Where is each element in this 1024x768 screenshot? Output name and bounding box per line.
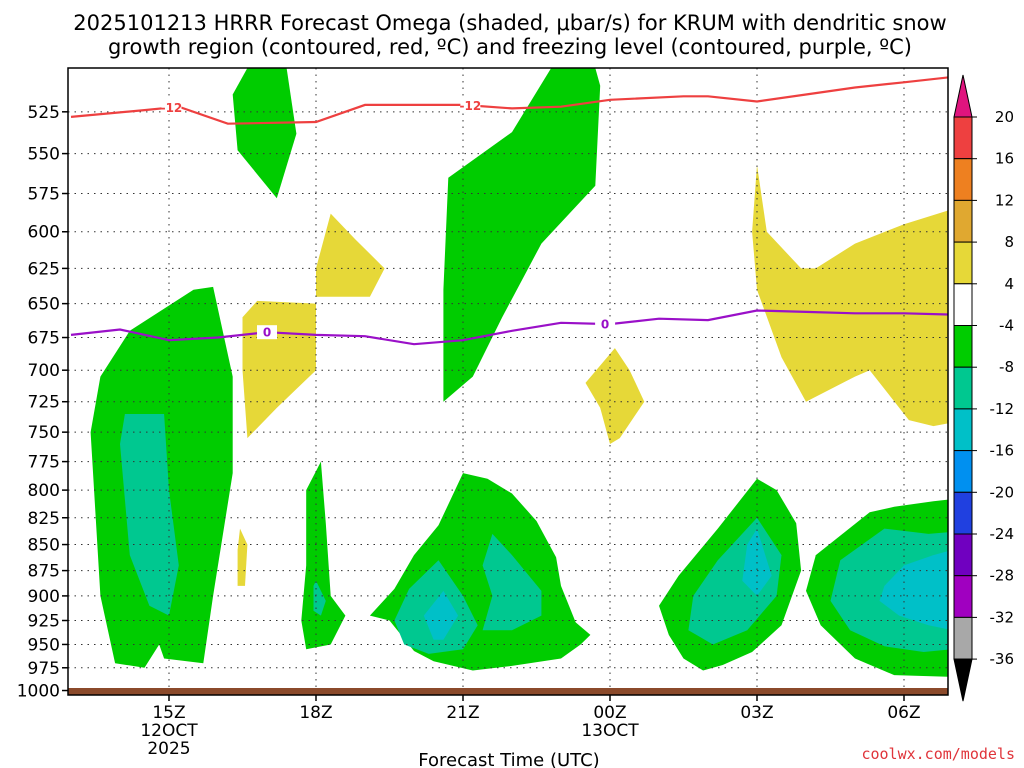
colorbar-segment xyxy=(953,575,973,618)
plot-frame xyxy=(67,67,949,696)
y-tick-label: 975 xyxy=(28,659,60,679)
colorbar-label: 4 xyxy=(1004,275,1014,293)
x-tick-label: 00Z xyxy=(593,703,626,723)
colorbar: 20 16 12 8 4 -4 -8 -12 -16 -20 -24 -28 -32 -36 xyxy=(953,74,1015,702)
omega-region-3 xyxy=(301,461,346,650)
y-tick-label: 550 xyxy=(28,145,60,165)
x-tick-date-label: 12OCT xyxy=(140,721,198,741)
colorbar-label: -36 xyxy=(990,650,1015,668)
chart-title-line1: 2025101213 HRRR Forecast Omega (shaded, … xyxy=(73,11,946,35)
omega-region-9 xyxy=(423,590,459,640)
x-tick-year-label: 2025 xyxy=(147,739,190,759)
colorbar-segment xyxy=(953,450,973,493)
colorbar-label: 16 xyxy=(995,150,1014,168)
colorbar-label: 8 xyxy=(1004,233,1014,251)
freezing-level-contour-label: 0 xyxy=(601,317,609,331)
x-axis-label: Forecast Time (UTC) xyxy=(418,750,599,768)
y-tick-label: 750 xyxy=(28,423,60,443)
credit-text: coolwx.com/models xyxy=(861,745,1015,763)
y-tick-label: 850 xyxy=(28,536,60,556)
omega-shading xyxy=(90,68,948,677)
colorbar-label: -28 xyxy=(990,567,1015,585)
dgz-contour-label-bg xyxy=(460,98,481,113)
colorbar-label: -20 xyxy=(990,483,1015,501)
omega-region-7 xyxy=(482,533,542,631)
x-tick-label: 18Z xyxy=(299,703,332,723)
dgz-contour-label-bg xyxy=(161,100,182,115)
freezing-level-contour-line xyxy=(70,309,948,346)
y-tick-label: 650 xyxy=(28,295,60,315)
colorbar-label: -24 xyxy=(990,525,1015,543)
colorbar-segment xyxy=(953,116,973,160)
colorbar-label: -32 xyxy=(990,608,1015,626)
y-tick-label: 875 xyxy=(28,562,60,582)
y-tick-label: 575 xyxy=(28,185,60,205)
colorbar-segment xyxy=(953,283,973,326)
omega-region-15 xyxy=(879,551,948,630)
y-tick-label: 675 xyxy=(28,329,60,349)
colorbar-segment xyxy=(953,408,973,452)
dgz-contour-label: -12 xyxy=(460,99,482,113)
grid-lines xyxy=(68,68,948,695)
omega-region-5 xyxy=(443,68,601,402)
omega-region-4 xyxy=(313,580,326,616)
y-tick-label: 625 xyxy=(28,259,60,279)
chart-title-line2: growth region (contoured, red, ºC) and f… xyxy=(108,35,912,59)
x-tick-label: 03Z xyxy=(740,703,773,723)
y-tick-label: 700 xyxy=(28,361,60,381)
ground-surface xyxy=(68,688,948,695)
x-tick-date-label: 13OCT xyxy=(581,721,639,741)
colorbar-segment xyxy=(953,199,973,243)
plot-area: -12 -12 0 0 xyxy=(68,68,948,695)
y-tick-label: 950 xyxy=(28,635,60,655)
x-tick-label: 15Z xyxy=(152,703,185,723)
x-tick-label: 21Z xyxy=(446,703,479,723)
freezing-level-contour-label-bg xyxy=(595,316,616,331)
y-tick-label: 900 xyxy=(28,587,60,607)
omega-region-16 xyxy=(316,213,385,297)
y-tick-label: 825 xyxy=(28,509,60,529)
omega-region-0 xyxy=(232,68,297,199)
y-tick-label: 725 xyxy=(28,393,60,413)
colorbar-segment xyxy=(953,616,973,660)
dgz-contour-line xyxy=(70,76,948,125)
x-tick-label: 06Z xyxy=(887,703,920,723)
colorbar-segment xyxy=(953,366,973,410)
y-tick-label: 925 xyxy=(28,612,60,632)
y-tick-label: 775 xyxy=(28,453,60,473)
colorbar-segment xyxy=(953,533,973,577)
y-tick-label: 600 xyxy=(28,223,60,243)
colorbar-segment xyxy=(953,158,973,201)
colorbar-segment xyxy=(953,241,973,285)
omega-region-18 xyxy=(237,528,248,586)
colorbar-label: -4 xyxy=(999,317,1014,335)
colorbar-label: -16 xyxy=(990,442,1015,460)
omega-region-2 xyxy=(120,414,179,616)
colorbar-label: 12 xyxy=(995,191,1014,209)
colorbar-segment xyxy=(953,491,973,535)
pressure-axis: 525 550 575 600 625 650 675 700 725 750 775 800 825 8… xyxy=(17,103,68,702)
colorbar-label: -8 xyxy=(999,358,1014,376)
omega-region-20 xyxy=(752,165,948,427)
colorbar-bottom-triangle xyxy=(953,658,973,702)
freezing-level-contour-label-bg xyxy=(257,325,277,340)
dgz-contour-label: -12 xyxy=(161,101,183,115)
contour-lines: -12 -12 0 0 xyxy=(70,76,948,346)
y-tick-label: 525 xyxy=(28,103,60,123)
colorbar-top-triangle xyxy=(953,74,973,118)
colorbar-segment xyxy=(953,325,973,368)
freezing-level-contour-label: 0 xyxy=(263,326,271,340)
colorbar-label: 20 xyxy=(995,108,1014,126)
omega-region-19 xyxy=(585,348,645,444)
y-tick-label: 1000 xyxy=(17,682,60,702)
colorbar-label: -12 xyxy=(990,400,1015,418)
y-tick-label: 800 xyxy=(28,481,60,501)
